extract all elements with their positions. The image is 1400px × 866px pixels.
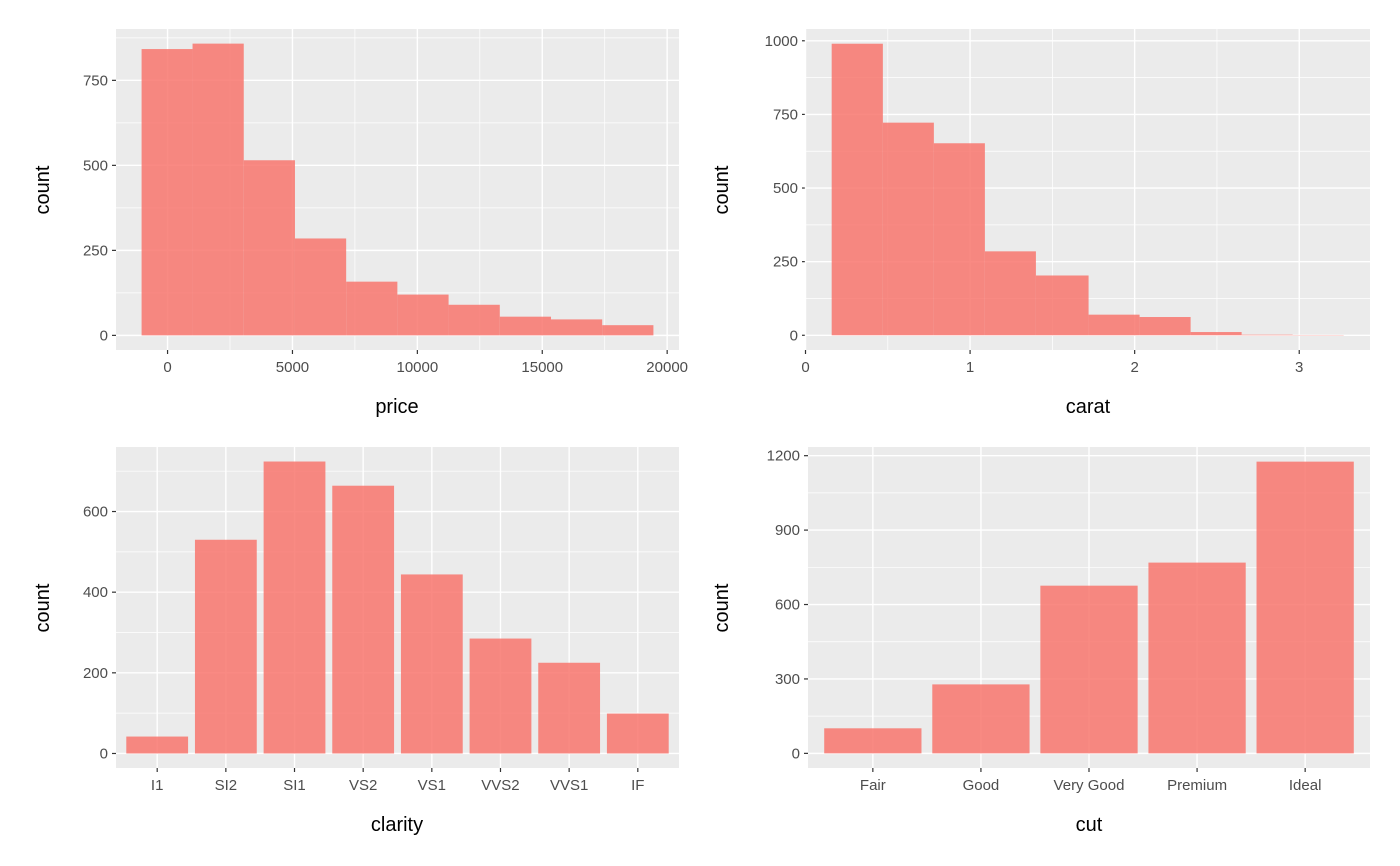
bar [126,736,189,754]
y-tick-label: 750 [773,106,798,123]
panel-1: 0 250 500 750 0 5000 10000 15000 20000 [83,29,688,376]
y-tick-label: 500 [83,157,108,174]
panel-4: 0 300 600 900 1200 Fair Good Very Good Premium Id… [767,447,1370,794]
bar [932,684,1030,754]
panel3-ylabel: count [32,583,54,632]
x-tick-label: 2 [1130,359,1138,376]
x-tick-label: 5000 [276,359,309,376]
y-tick-label: 250 [83,242,108,259]
x-tick-label: Ideal [1289,777,1322,794]
y-tick-label: 500 [773,180,798,197]
bar [933,143,985,336]
bar [538,662,601,754]
bar [882,122,934,336]
bar [1148,562,1246,754]
x-tick-label: I1 [151,777,164,794]
bar [602,325,654,336]
y-tick-label: 1000 [765,33,798,50]
x-tick-label: 0 [163,359,171,376]
y-tick-label: 750 [83,72,108,89]
bar [824,728,922,754]
y-tick-label: 0 [100,327,108,344]
panel2-ylabel: count [711,165,733,214]
bar [1040,585,1138,754]
y-tick-label: 0 [100,745,108,762]
y-tick-label: 300 [775,671,800,688]
bar [1035,275,1089,336]
y-tick-label: 600 [83,504,108,521]
y-tick-label: 900 [775,522,800,539]
x-tick-label: 10000 [396,359,438,376]
panel-2: 0 250 500 750 1000 0 1 2 3 [765,29,1370,376]
x-tick-label: Very Good [1054,777,1125,794]
x-tick-label: SI2 [215,777,238,794]
bar [243,160,295,336]
bar [263,461,326,754]
x-tick-label: VS2 [349,777,377,794]
bar [831,43,883,336]
panel4-ylabel: count [711,583,733,632]
x-tick-label: 0 [801,359,809,376]
panel3-xlabel: clarity [371,814,423,836]
bar [397,294,449,336]
bar [346,281,398,336]
x-tick-label: 1 [966,359,974,376]
y-tick-label: 0 [790,327,798,344]
y-tick-label: 1200 [767,448,800,465]
bar [1256,461,1354,754]
x-tick-label: SI1 [283,777,306,794]
bar [400,574,463,754]
bar [1139,317,1191,336]
y-tick-label: 400 [83,584,108,601]
bar [551,319,603,336]
y-tick-label: 200 [83,665,108,682]
bar [1088,314,1140,336]
y-tick-label: 0 [792,745,800,762]
panel4-xlabel: cut [1076,814,1103,836]
panel-3: 0 200 400 600 I1 SI2 SI1 VS2 VS1 VVS2 VVS1 IF [83,447,679,794]
x-tick-label: VS1 [418,777,446,794]
bar [984,251,1036,336]
bar [606,713,669,754]
bar [141,49,193,336]
bar [1190,332,1242,336]
bar [194,539,257,754]
y-tick-label: 600 [775,597,800,614]
x-tick-label: Premium [1167,777,1227,794]
y-tick-label: 250 [773,254,798,271]
x-tick-label: VVS2 [481,777,519,794]
panel1-ylabel: count [32,165,54,214]
x-tick-label: Fair [860,777,886,794]
panel2-xlabel: carat [1066,396,1111,418]
bar [192,43,244,336]
x-tick-label: 20000 [646,359,688,376]
bar [332,485,395,754]
bar [499,316,552,336]
x-tick-label: 3 [1295,359,1303,376]
bar [294,238,347,336]
x-tick-label: Good [963,777,1000,794]
x-tick-label: VVS1 [550,777,588,794]
panel1-xlabel: price [375,396,418,418]
x-tick-label: 15000 [521,359,563,376]
bar [448,304,500,336]
bar [1241,334,1293,336]
bar [469,638,532,754]
x-tick-label: IF [631,777,644,794]
